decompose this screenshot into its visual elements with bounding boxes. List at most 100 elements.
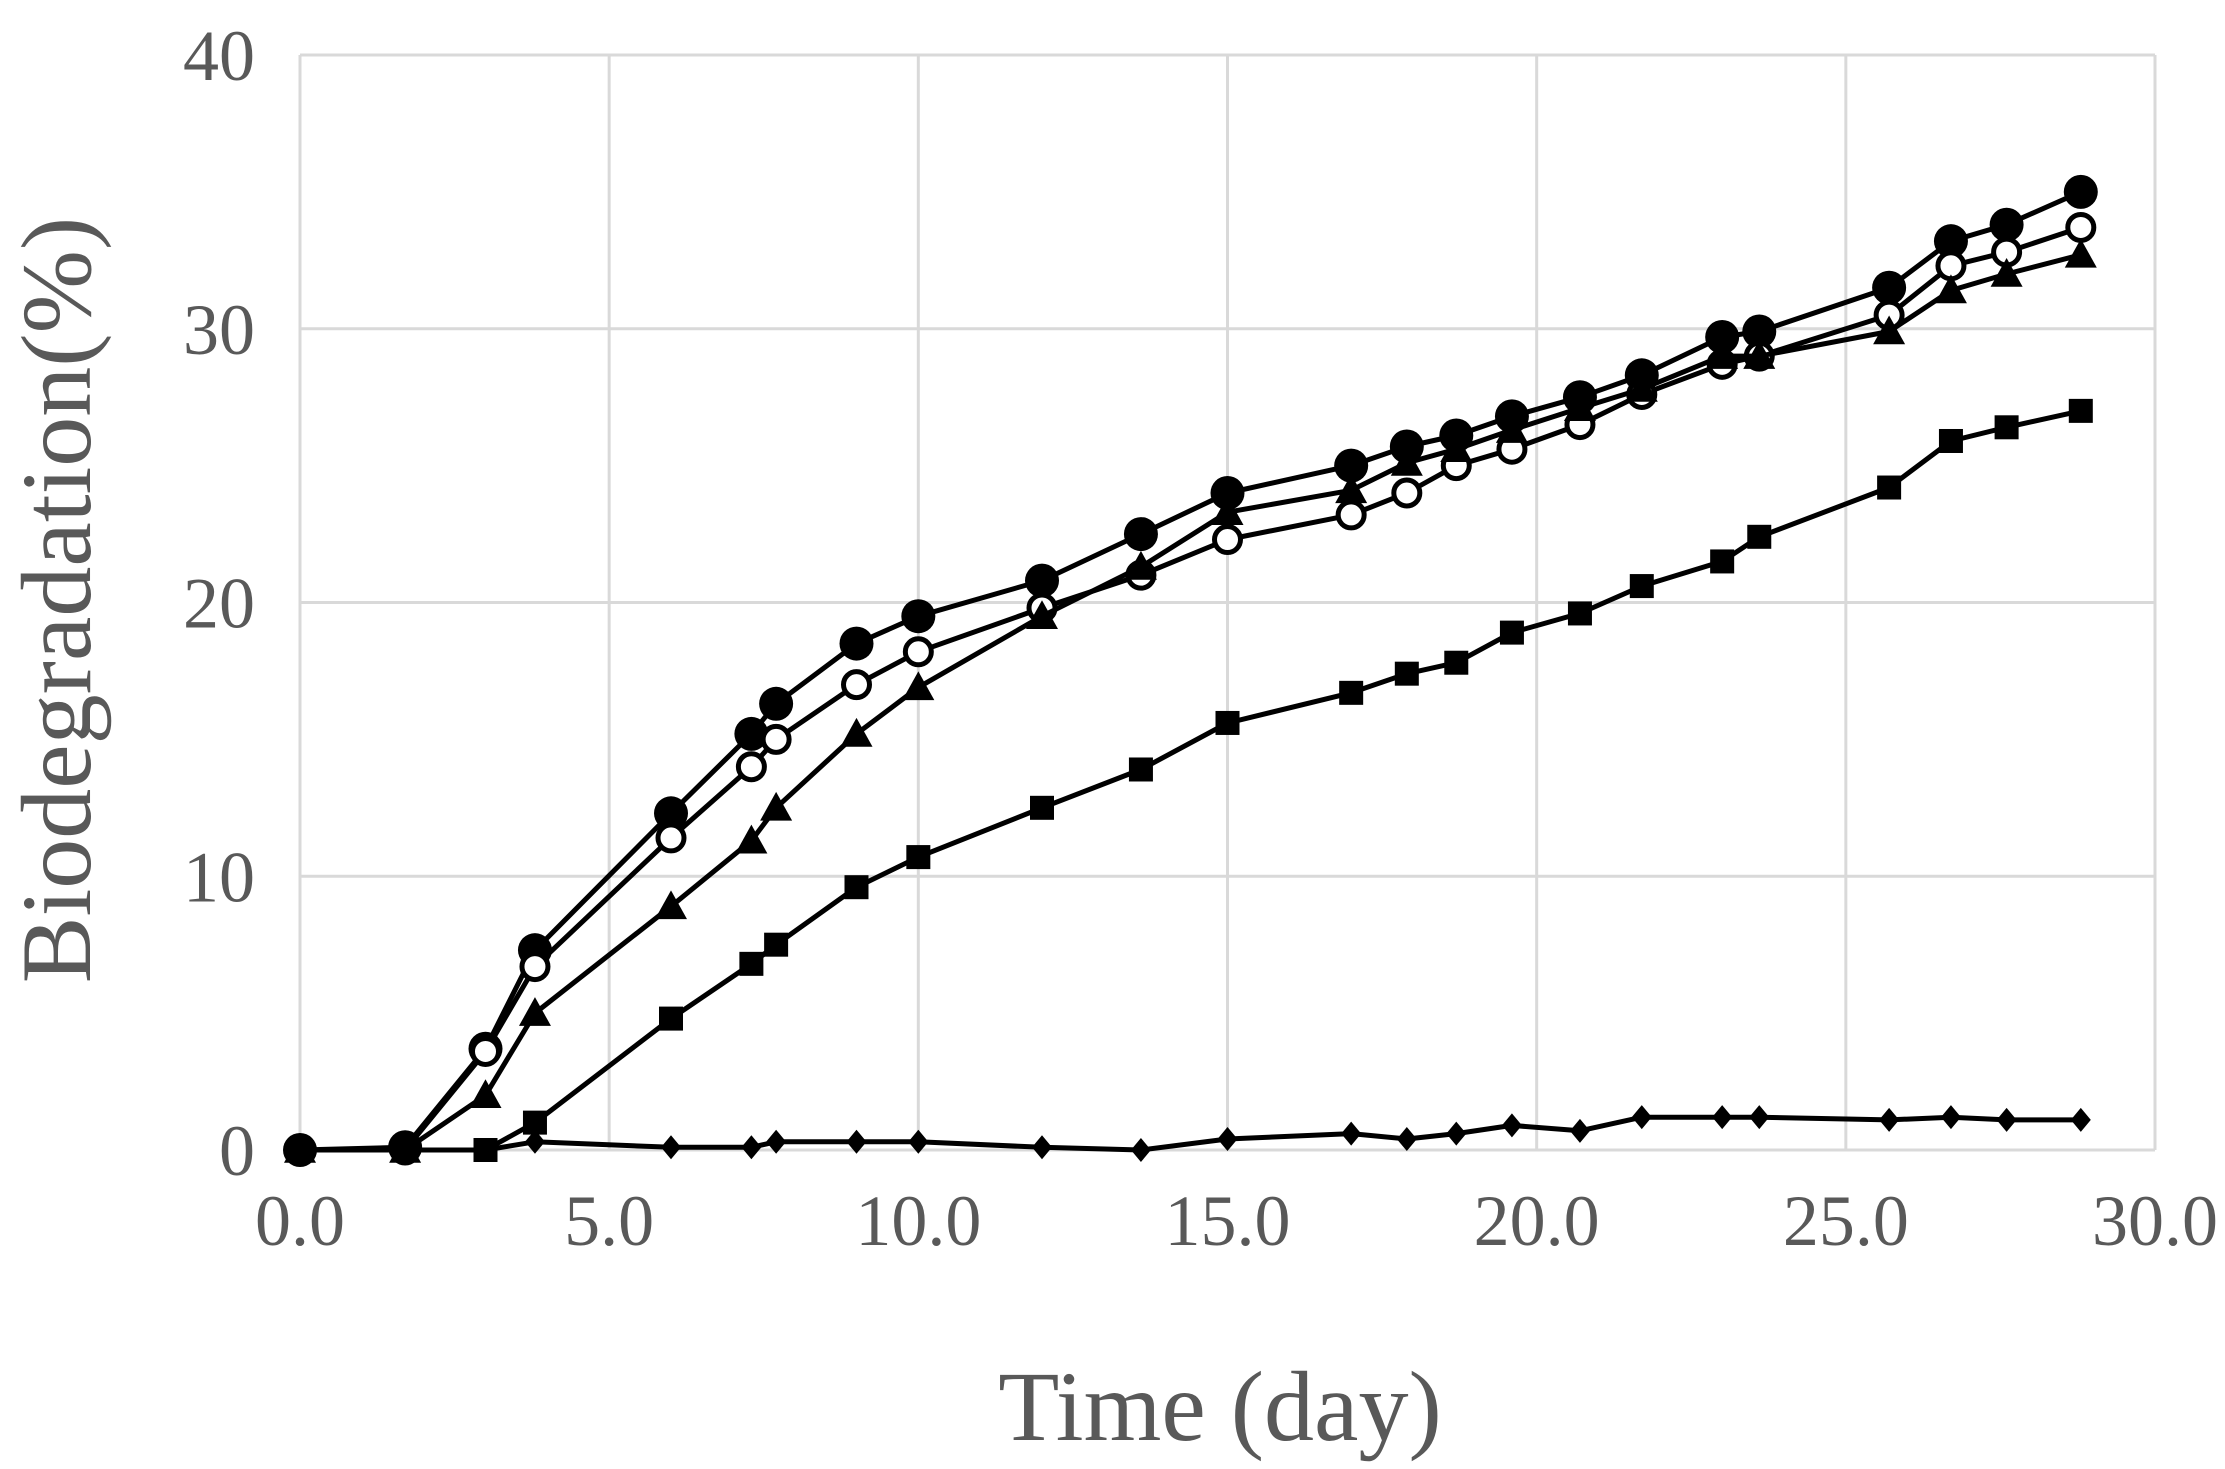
data-point-triangle — [902, 671, 935, 701]
x-tick-label: 15.0 — [1165, 1181, 1291, 1261]
data-point-diamond — [846, 1129, 867, 1154]
y-tick-label: 20 — [183, 564, 255, 644]
data-point-diamond — [1032, 1135, 1052, 1160]
data-point-triangle — [1390, 446, 1423, 476]
data-point-triangle — [840, 717, 873, 747]
series-line — [299, 189, 2082, 1153]
x-tick-label: 10.0 — [855, 1181, 981, 1261]
data-point-circle-open — [519, 951, 551, 983]
data-point-diamond — [1996, 1107, 2017, 1132]
data-point-circle-filled — [1989, 207, 2024, 242]
data-point-circle-filled — [1933, 224, 1968, 259]
x-tick-label: 5.0 — [564, 1181, 654, 1261]
data-point-circle-filled — [1025, 563, 1059, 598]
data-point-diamond — [475, 1138, 496, 1162]
data-point-circle-open — [1212, 524, 1243, 556]
data-point-square — [906, 845, 931, 870]
data-point-triangle — [469, 1079, 502, 1109]
data-point-diamond — [524, 1129, 545, 1154]
data-point-circle-filled — [1705, 319, 1740, 354]
data-point-circle-filled — [1742, 314, 1777, 349]
data-point-square — [764, 932, 789, 957]
data-point-diamond — [1879, 1107, 1900, 1132]
data-point-circle-filled — [1123, 517, 1158, 552]
data-point-triangle — [1934, 274, 1967, 304]
data-point-circle-filled — [1210, 476, 1245, 510]
data-point-circle-open — [735, 751, 767, 783]
series-group — [283, 174, 2098, 1167]
data-point-circle-filled — [1334, 448, 1369, 483]
data-point-diamond — [661, 1135, 681, 1160]
data-point-triangle — [655, 890, 687, 920]
data-point-triangle — [1211, 496, 1244, 525]
x-tick-label: 20.0 — [1474, 1181, 1600, 1261]
data-point-diamond — [908, 1129, 929, 1154]
data-point-square — [844, 875, 869, 900]
series-filled-diamond — [290, 1105, 2091, 1162]
data-point-square — [1339, 680, 1364, 705]
y-tick-label: 40 — [183, 16, 255, 96]
data-point-square — [1710, 549, 1735, 574]
data-point-circle-open — [655, 822, 687, 854]
data-point-diamond — [1341, 1121, 1362, 1146]
data-point-diamond — [2070, 1107, 2091, 1132]
data-point-triangle — [1706, 340, 1739, 369]
data-point-square — [1629, 574, 1654, 599]
data-point-diamond — [1940, 1105, 1961, 1130]
data-point-triangle — [735, 824, 768, 854]
data-point-diamond — [1749, 1105, 1770, 1130]
series-line — [300, 252, 2082, 1153]
data-point-circle-filled — [734, 716, 769, 751]
tick-labels: 0.0 5.0 10.0 15.0 20.0 25.0 30.0 0 10 20 30 40 — [183, 16, 2218, 1261]
data-point-triangle — [1625, 372, 1658, 402]
data-point-square — [1030, 795, 1054, 820]
x-tick-label: 25.0 — [1783, 1181, 1909, 1261]
data-point-diamond — [766, 1129, 787, 1154]
data-point-square — [1215, 710, 1240, 735]
data-point-triangle — [1495, 414, 1528, 443]
data-point-triangle — [518, 997, 551, 1026]
data-point-circle-open — [841, 669, 872, 701]
data-point-circle-filled — [1389, 429, 1424, 464]
data-point-circle-open — [1335, 499, 1367, 531]
x-tick-label: 0.0 — [255, 1181, 345, 1261]
data-point-triangle — [1124, 550, 1157, 580]
data-point-diamond — [1631, 1105, 1652, 1130]
data-point-triangle — [760, 791, 793, 821]
data-point-triangle — [1743, 340, 1776, 369]
data-point-triangle — [1440, 433, 1473, 462]
data-point-circle-filled — [2063, 174, 2098, 209]
data-point-square — [1747, 524, 1772, 549]
data-point-square — [1994, 415, 2019, 440]
data-point-square — [1877, 475, 1902, 500]
data-point-square — [1938, 428, 1963, 453]
data-point-circle-open — [902, 636, 934, 668]
data-point-triangle — [1563, 392, 1596, 421]
data-point-circle-filled — [901, 599, 936, 634]
data-point-triangle — [1990, 258, 2023, 287]
data-point-circle-filled — [839, 626, 874, 661]
data-point-circle-open — [1391, 477, 1423, 509]
y-tick-label: 30 — [183, 290, 255, 370]
data-point-circle-open — [470, 1035, 501, 1067]
series-filled-circle — [283, 174, 2098, 1167]
x-tick-label: 30.0 — [2092, 1181, 2218, 1261]
data-point-diamond — [1569, 1118, 1590, 1143]
data-point-diamond — [290, 1138, 310, 1162]
data-point-diamond — [1712, 1105, 1733, 1130]
y-axis-title: Biodegradation(%) — [1, 217, 112, 983]
data-point-triangle — [1873, 315, 1906, 345]
data-point-triangle — [1335, 474, 1368, 504]
data-point-diamond — [741, 1135, 762, 1160]
y-tick-label: 10 — [183, 837, 255, 917]
series-line — [300, 408, 2082, 1153]
data-point-diamond — [1396, 1127, 1417, 1152]
data-point-circle-open — [760, 723, 792, 755]
data-point-square — [739, 951, 764, 976]
y-tick-label: 0 — [219, 1111, 255, 1191]
data-point-circle-filled — [759, 686, 794, 721]
data-point-triangle — [1026, 600, 1058, 629]
series-line — [300, 1114, 2081, 1153]
